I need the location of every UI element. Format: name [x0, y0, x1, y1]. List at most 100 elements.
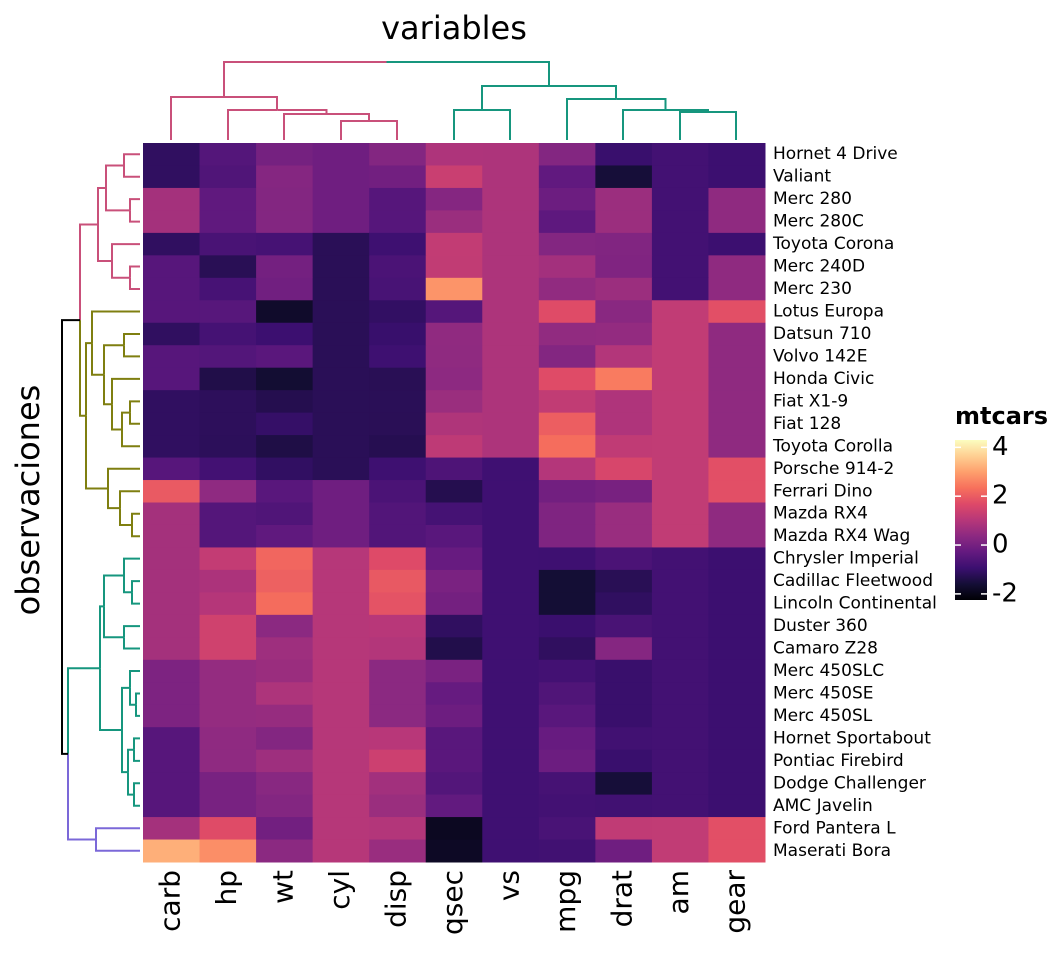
heatmap-cell	[708, 817, 766, 841]
heatmap-cell	[651, 210, 709, 234]
dendrogram-branch	[123, 625, 140, 638]
heatmap-cell	[199, 502, 257, 526]
row-label: Dodge Challenger	[773, 773, 926, 793]
heatmap-cell	[538, 255, 596, 279]
heatmap-cell	[425, 794, 483, 818]
heatmap-cell	[143, 749, 201, 773]
dendrogram-branch	[95, 827, 140, 840]
heatmap-cell	[538, 839, 596, 863]
heatmap-cell	[369, 637, 427, 661]
heatmap-cell	[595, 390, 653, 414]
heatmap-cell	[595, 839, 653, 863]
heatmap-cell	[143, 210, 201, 234]
dendrogram-branch	[133, 749, 140, 762]
heatmap-cell	[651, 682, 709, 706]
dendrogram-branch	[131, 512, 140, 525]
dendrogram-branch	[223, 61, 387, 97]
dendrogram-branch	[482, 109, 511, 140]
heatmap-cell	[651, 502, 709, 526]
heatmap-cell	[199, 749, 257, 773]
heatmap-cell	[651, 817, 709, 841]
dendrogram-branch	[111, 377, 140, 405]
heatmap-cell	[595, 457, 653, 481]
heatmap-cell	[708, 187, 766, 211]
heatmap-cell	[199, 390, 257, 414]
row-label: Cadillac Fleetwood	[773, 571, 933, 591]
row-label: Pontiac Firebird	[773, 751, 904, 771]
heatmap-cell	[482, 210, 540, 234]
y-axis-label: observaciones	[9, 385, 47, 616]
heatmap-cell	[425, 614, 483, 638]
heatmap-cell	[143, 165, 201, 189]
dendrogram-branch	[622, 109, 666, 140]
heatmap-cell	[143, 232, 201, 256]
heatmap-cell	[256, 390, 314, 414]
heatmap-cell	[482, 345, 540, 369]
heatmap-cell	[425, 187, 483, 211]
heatmap-cell	[708, 727, 766, 751]
heatmap-cell	[595, 772, 653, 796]
heatmap-cell	[425, 277, 483, 301]
heatmap-cell	[651, 367, 709, 391]
heatmap-cell	[143, 390, 201, 414]
heatmap-cell	[482, 772, 540, 796]
dendrogram-branch	[111, 243, 140, 261]
heatmap-cell	[369, 390, 427, 414]
row-label: Merc 240D	[773, 257, 865, 277]
heatmap-cell	[425, 390, 483, 414]
heatmap-cell	[425, 569, 483, 593]
heatmap-cell	[708, 704, 766, 728]
heatmap-cell	[595, 480, 653, 503]
dendrogram-branch	[481, 85, 549, 110]
heatmap-cell	[199, 367, 257, 391]
dendrogram-branch	[107, 467, 140, 489]
row-label: Merc 280	[773, 189, 852, 209]
heatmap-cell	[651, 637, 709, 661]
heatmap-cell	[425, 772, 483, 796]
dendrogram-branch	[111, 404, 122, 431]
heatmap-cell	[369, 614, 427, 638]
heatmap-cell	[369, 345, 427, 369]
heatmap-cell	[538, 794, 596, 818]
row-label: Lincoln Continental	[773, 594, 937, 614]
heatmap-cell	[538, 480, 596, 503]
heatmap-cell	[312, 300, 370, 324]
dendrogram-branch	[95, 839, 140, 852]
heatmap-cell	[708, 390, 766, 414]
heatmap-cell	[482, 165, 540, 189]
heatmap-cell	[312, 165, 370, 189]
dendrogram-branch	[121, 730, 128, 774]
dendrogram-branch	[123, 637, 140, 650]
heatmap-cell	[708, 682, 766, 706]
heatmap-cell	[256, 817, 314, 841]
heatmap-cell	[708, 592, 766, 616]
heatmap-cell	[312, 390, 370, 414]
heatmap-cell	[143, 412, 201, 436]
heatmap-cell	[595, 727, 653, 751]
heatmap-cell	[482, 569, 540, 593]
column-label: qsec	[436, 870, 469, 935]
heatmap-cell	[595, 592, 653, 616]
dendrogram-branch	[129, 400, 140, 413]
heatmap-cell	[369, 749, 427, 773]
heatmap-cell	[538, 614, 596, 638]
heatmap-cell	[199, 457, 257, 481]
row-label: Hornet 4 Drive	[773, 144, 898, 164]
heatmap-cell	[651, 547, 709, 571]
heatmap-cell	[651, 277, 709, 301]
heatmap-cell	[595, 322, 653, 346]
heatmap-cell	[538, 772, 596, 796]
dendrogram-branch	[61, 319, 80, 537]
heatmap-cell	[708, 839, 766, 863]
heatmap-cell	[369, 839, 427, 863]
dendrogram-branch	[99, 605, 104, 669]
heatmap-cell	[312, 457, 370, 481]
heatmap-cell	[708, 435, 766, 459]
heatmap-cell	[369, 412, 427, 436]
heatmap-cell	[538, 502, 596, 526]
heatmap-cell	[369, 817, 427, 841]
heatmap-cell	[482, 435, 540, 459]
dendrogram-branch	[79, 223, 98, 321]
row-label: Mazda RX4 Wag	[773, 526, 910, 546]
heatmap-cell	[482, 614, 540, 638]
